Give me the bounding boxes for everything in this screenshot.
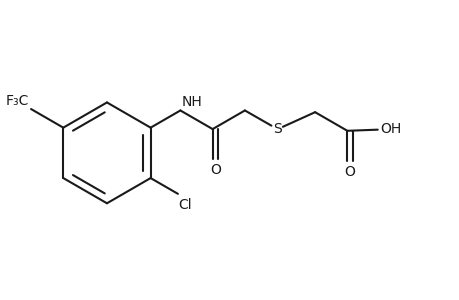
Text: O: O — [209, 164, 220, 178]
Text: NH: NH — [182, 95, 202, 109]
Text: O: O — [344, 165, 355, 179]
Text: S: S — [272, 122, 281, 136]
Text: Cl: Cl — [178, 198, 192, 212]
Text: OH: OH — [379, 122, 400, 136]
Text: F₃C: F₃C — [6, 94, 29, 108]
